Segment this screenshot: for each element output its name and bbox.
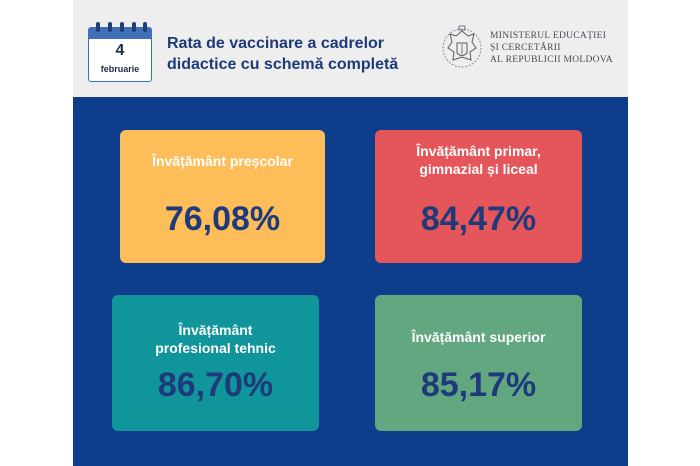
ministry-line-2: ȘI CERCETĂRII [490, 43, 561, 53]
header: 4 februarie Rata de vaccinare a cadrelor… [73, 0, 628, 97]
card-label-line: profesional tehnic [155, 340, 276, 356]
calendar-ring [96, 22, 100, 32]
card-profesional-tehnic: Învățământ profesional tehnic 86,70% [112, 295, 319, 431]
card-label: Învățământ profesional tehnic [112, 321, 319, 357]
ministry-line-3: AL REPUBLICII MOLDOVA [490, 55, 613, 65]
card-value: 85,17% [420, 366, 537, 404]
calendar-ring [143, 22, 147, 32]
calendar-ring [120, 22, 124, 32]
calendar-body [88, 39, 152, 82]
card-value: 76,08% [164, 200, 281, 238]
page-title: Rata de vaccinare a cadrelor didactice c… [167, 33, 417, 75]
calendar-ring [108, 22, 112, 32]
calendar-day: 4 [115, 42, 125, 59]
card-label: Învățământ superior [375, 328, 582, 346]
card-label-line: Învățământ preșcolar [152, 153, 293, 169]
card-label-line: gimnazial și liceal [419, 161, 538, 177]
ministry-name: MINISTERUL EDUCAȚIEI ȘI CERCETĂRII AL RE… [490, 30, 625, 66]
calendar-ring [132, 22, 136, 32]
calendar-month: februarie [100, 64, 140, 74]
card-label-line: Învățământ [178, 322, 253, 338]
card-label-line: Învățământ primar, [416, 143, 541, 159]
calendar-top-bar [88, 27, 152, 39]
card-value: 84,47% [420, 200, 537, 238]
card-value: 86,70% [157, 366, 274, 404]
card-superior: Învățământ superior 85,17% [375, 295, 582, 431]
ministry-line-1: MINISTERUL EDUCAȚIEI [490, 31, 607, 41]
calendar-icon: 4 februarie [88, 22, 152, 82]
infographic: 4 februarie Rata de vaccinare a cadrelor… [73, 0, 628, 466]
card-label: Învățământ preșcolar [120, 152, 325, 170]
coat-of-arms-logo [442, 25, 482, 68]
card-primar-gimnazial-liceal: Învățământ primar, gimnazial și liceal 8… [375, 130, 582, 263]
title-line-1: Rata de vaccinare a cadrelor [167, 35, 385, 52]
title-line-2: didactice cu schemă completă [167, 56, 399, 73]
card-label: Învățământ primar, gimnazial și liceal [375, 142, 582, 178]
stats-panel: Învățământ preșcolar 76,08% Învățământ p… [73, 97, 628, 466]
card-label-line: Învățământ superior [411, 329, 546, 345]
card-prescolar: Învățământ preșcolar 76,08% [120, 130, 325, 263]
